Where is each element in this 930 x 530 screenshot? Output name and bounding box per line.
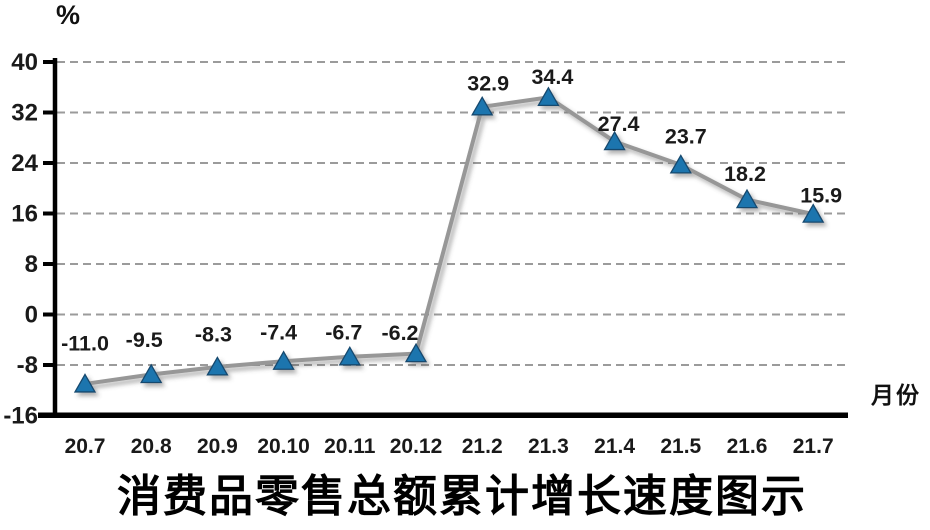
data-point-marker <box>272 350 295 370</box>
x-tick-label: 20.9 <box>197 435 238 458</box>
series-line <box>83 95 816 386</box>
data-point-label: 32.9 <box>467 71 509 95</box>
x-tick-label: 20.10 <box>257 435 310 458</box>
x-tick-label: 21.5 <box>660 435 701 458</box>
y-tick-label: -16 <box>3 403 38 430</box>
x-tick-label: 21.7 <box>793 435 834 458</box>
data-point-marker <box>802 203 825 223</box>
data-point-marker <box>471 96 494 116</box>
y-tick-label: -8 <box>17 352 38 379</box>
data-point-marker <box>735 188 759 209</box>
y-tick-label: 32 <box>11 100 38 127</box>
x-tick-label: 21.3 <box>528 435 569 458</box>
x-tick-label: 20.11 <box>324 435 376 458</box>
y-tick-label: 24 <box>11 150 38 177</box>
data-point-marker <box>537 86 560 106</box>
data-point-label: -8.3 <box>195 322 232 346</box>
data-point-label: 27.4 <box>598 112 640 136</box>
y-tick-label: 16 <box>11 201 38 228</box>
x-tick-label: 21.2 <box>462 435 503 458</box>
data-point-marker <box>206 356 229 376</box>
data-point-label: -9.5 <box>126 328 163 352</box>
x-tick-label: 21.4 <box>594 435 635 458</box>
line-chart-canvas: 40 32 24 16 8 0 -8 -16 20.7 20.8 20.9 20.10 20.11 20.… <box>3 49 848 458</box>
y-tick-label: 0 <box>25 302 38 329</box>
data-point-label: -6.7 <box>325 320 362 344</box>
data-point-label: 23.7 <box>665 124 707 148</box>
x-tick-label: 20.12 <box>390 435 443 458</box>
y-tick-label: 40 <box>11 49 38 76</box>
data-point-marker <box>338 345 361 366</box>
data-point-label: 15.9 <box>800 184 842 208</box>
data-point-marker <box>603 130 626 151</box>
data-point-label: -11.0 <box>61 331 109 355</box>
data-point-marker <box>73 373 97 393</box>
x-axis-title: 月份 <box>871 383 921 409</box>
chart-title: 消费品零售总额累计增长速度图示 <box>117 471 807 522</box>
data-point-label: -6.2 <box>381 321 418 345</box>
x-tick-label: 21.6 <box>727 435 768 458</box>
data-point-label: -7.4 <box>260 321 297 345</box>
data-point-label: 18.2 <box>724 162 766 186</box>
y-tick-label: 8 <box>25 251 38 278</box>
data-point-marker <box>669 154 692 174</box>
data-point-label: 34.4 <box>531 65 573 89</box>
y-axis-unit-label: % <box>56 0 81 30</box>
series-group <box>73 86 825 393</box>
data-point-marker <box>404 342 428 363</box>
x-tick-label: 20.7 <box>65 435 106 458</box>
data-point-marker <box>140 363 163 384</box>
x-tick-label: 20.8 <box>131 435 172 458</box>
